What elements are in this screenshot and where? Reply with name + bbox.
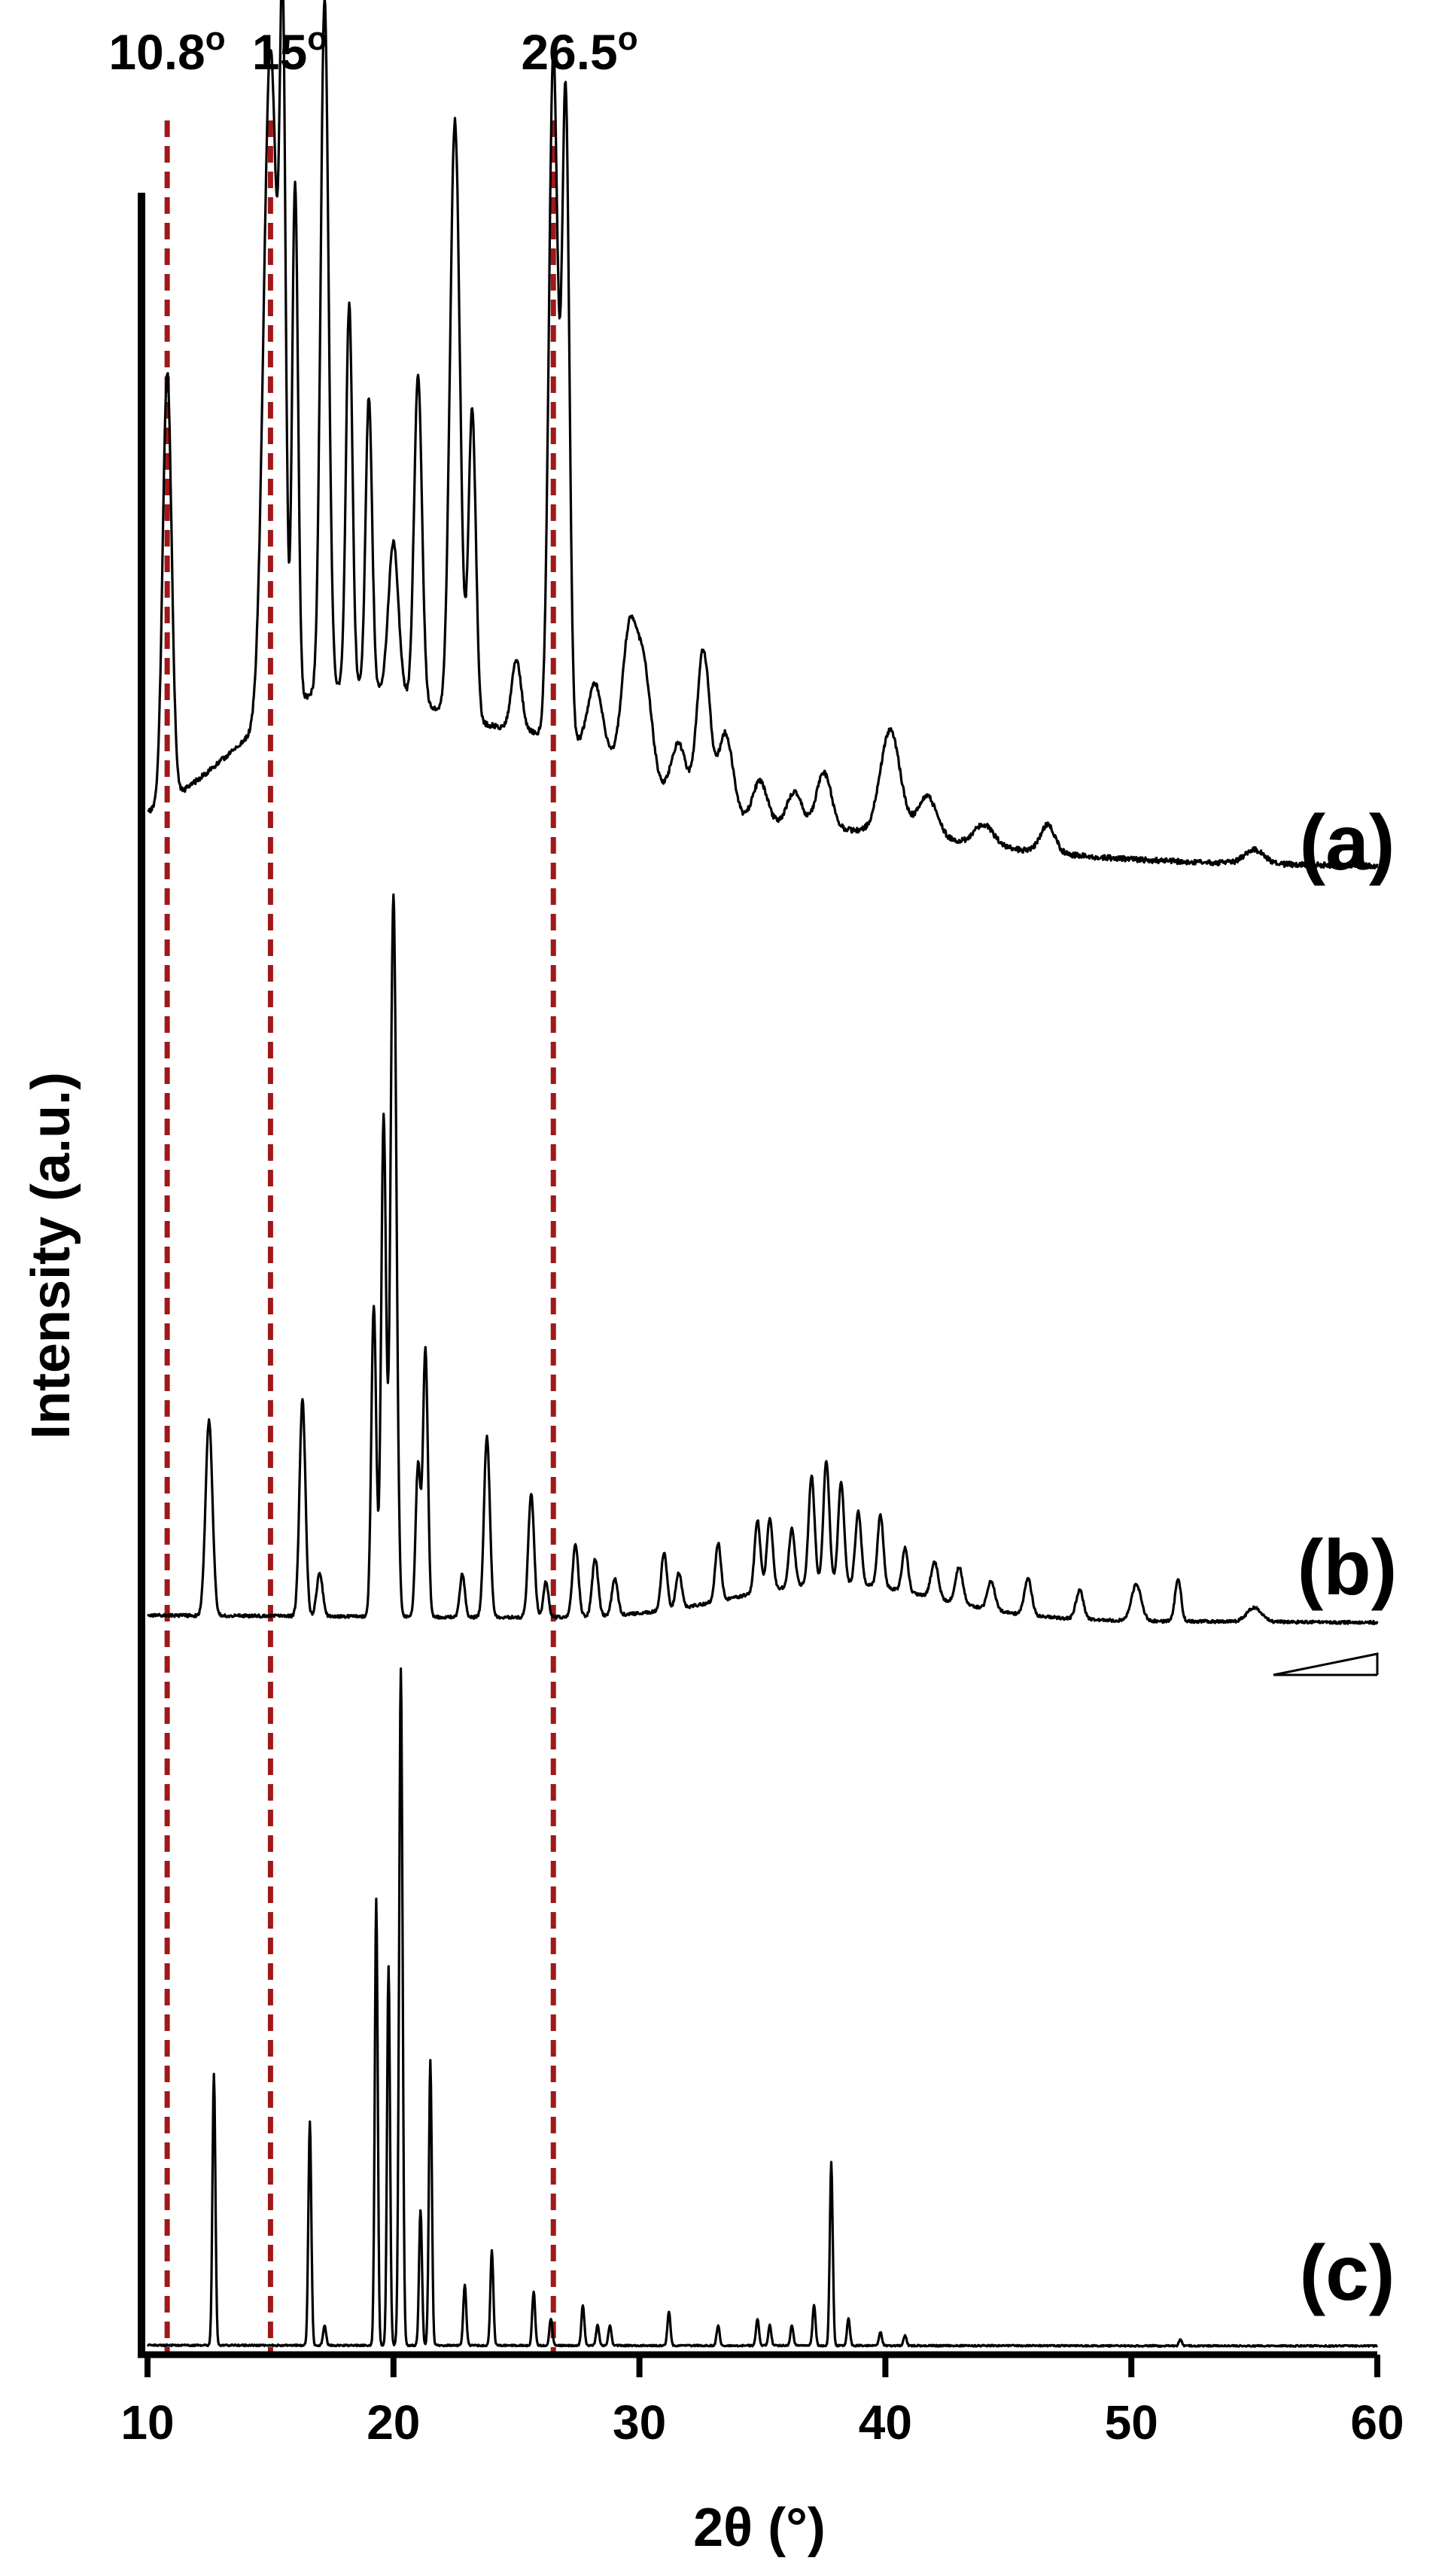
x-tick-label-50: 50: [1105, 2395, 1158, 2450]
break-mark: [1273, 1652, 1379, 1676]
trace-a: [147, 0, 1379, 869]
x-tick-label-20: 20: [367, 2395, 420, 2450]
x-tick-label-10: 10: [120, 2395, 174, 2450]
reference-labels: 10.8o 15o 26.5o: [108, 20, 637, 80]
y-axis-title: Intensity (a.u.): [21, 1072, 81, 1439]
reference-label-10.8: 10.8o: [108, 20, 225, 80]
trace-label-a: (a): [1299, 799, 1395, 887]
x-axis-title: 2θ (°): [693, 2498, 826, 2558]
trace-labels: (a) (b) (c): [1298, 799, 1398, 2317]
trace-c: [146, 1667, 1379, 2348]
reference-label-15: 15o: [252, 20, 327, 80]
x-tick-label-60: 60: [1350, 2395, 1404, 2450]
axes: 10 20 30 40 50 60: [120, 193, 1404, 2450]
trace-label-c: (c): [1299, 2230, 1395, 2317]
x-tick-label-40: 40: [859, 2395, 912, 2450]
reference-label-26.5: 26.5o: [521, 20, 637, 80]
trace-b: [147, 893, 1379, 1625]
trace-label-b: (b): [1298, 1524, 1398, 1612]
reference-lines: [164, 120, 556, 2356]
x-tick-label-30: 30: [613, 2395, 666, 2450]
x-axis-ticks: 10 20 30 40 50 60: [120, 2355, 1404, 2450]
diffraction-traces: [146, 0, 1379, 2348]
